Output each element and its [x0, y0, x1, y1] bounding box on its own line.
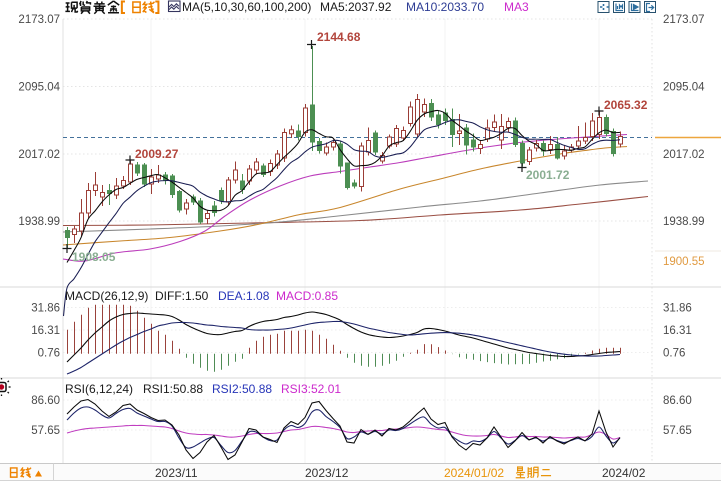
svg-text:2023/11: 2023/11	[155, 466, 198, 480]
svg-text:MA(5,10,30,60,100,200): MA(5,10,30,60,100,200)	[182, 0, 311, 14]
svg-text:1900.55: 1900.55	[663, 256, 705, 268]
svg-text:86.60: 86.60	[31, 395, 60, 407]
svg-text:86.60: 86.60	[663, 395, 692, 407]
svg-text:MA10:2033.70: MA10:2033.70	[406, 0, 484, 14]
svg-text:2017.02: 2017.02	[663, 149, 705, 161]
svg-text:2173.07: 2173.07	[663, 14, 705, 26]
svg-text:MACD:0.85: MACD:0.85	[276, 289, 338, 303]
svg-text:1908.05: 1908.05	[72, 250, 116, 264]
svg-text:RSI3:52.01: RSI3:52.01	[281, 382, 341, 396]
svg-text:MA3: MA3	[504, 0, 529, 14]
svg-text:DEA:1.08: DEA:1.08	[218, 289, 270, 303]
svg-text:2095.04: 2095.04	[18, 82, 60, 94]
svg-text:31.86: 31.86	[31, 303, 60, 315]
svg-text:RSI1:50.88: RSI1:50.88	[143, 382, 203, 396]
svg-text:2024/02: 2024/02	[602, 466, 646, 480]
svg-text:2144.68: 2144.68	[317, 30, 361, 44]
svg-text:2095.04: 2095.04	[663, 82, 705, 94]
svg-text:MACD(26,12,9): MACD(26,12,9)	[65, 289, 148, 303]
svg-text:57.65: 57.65	[31, 425, 60, 437]
svg-text:RSI(6,12,24): RSI(6,12,24)	[65, 382, 133, 396]
svg-text:0.76: 0.76	[38, 348, 60, 360]
svg-text:2065.32: 2065.32	[604, 98, 648, 112]
svg-text:16.31: 16.31	[31, 325, 60, 337]
svg-text:2024/01/02: 2024/01/02	[444, 466, 504, 480]
svg-text:16.31: 16.31	[663, 325, 692, 337]
svg-text:MA5:2037.92: MA5:2037.92	[320, 0, 392, 14]
svg-text:2173.07: 2173.07	[18, 14, 60, 26]
svg-text:31.86: 31.86	[663, 303, 692, 315]
svg-text:1938.99: 1938.99	[18, 216, 60, 228]
svg-text:DIFF:1.50: DIFF:1.50	[155, 289, 209, 303]
svg-text:57.65: 57.65	[663, 425, 692, 437]
svg-text:2001.72: 2001.72	[526, 168, 570, 182]
svg-text:0.76: 0.76	[663, 348, 685, 360]
svg-text:RSI2:50.88: RSI2:50.88	[212, 382, 272, 396]
svg-text:1938.99: 1938.99	[663, 216, 705, 228]
svg-text:2023/12: 2023/12	[305, 466, 349, 480]
svg-text:2017.02: 2017.02	[18, 149, 60, 161]
svg-text:2009.27: 2009.27	[135, 147, 179, 161]
